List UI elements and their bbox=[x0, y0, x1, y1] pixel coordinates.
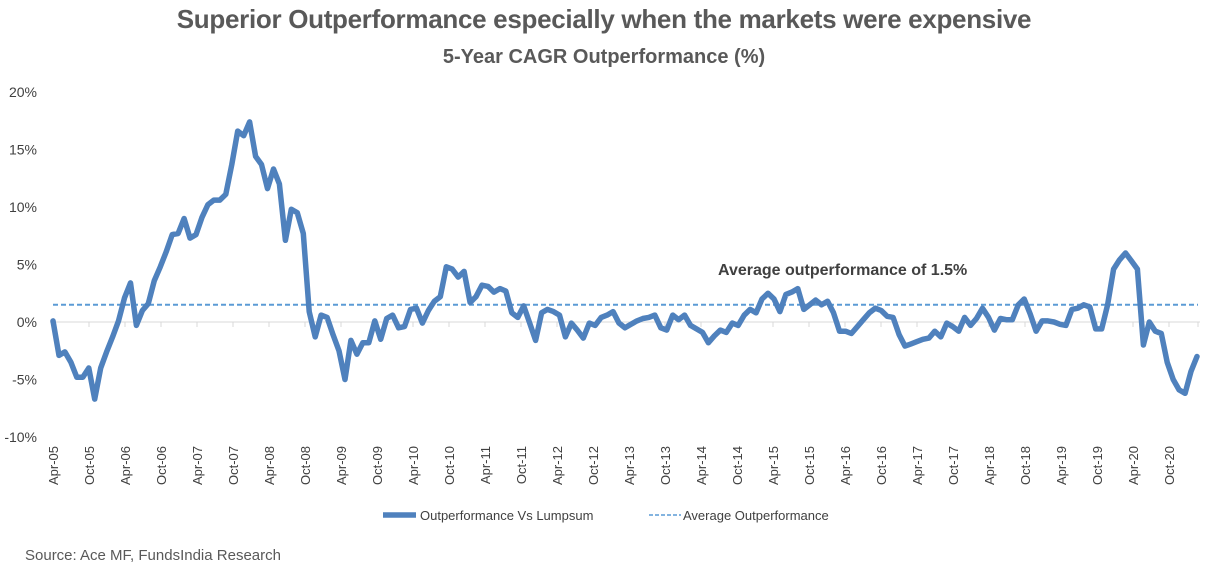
x-tick-label: Apr-15 bbox=[766, 446, 781, 485]
x-tick-label: Oct-05 bbox=[82, 446, 97, 485]
y-axis: 20% 15% 10% 5% 0% -5% -10% bbox=[4, 84, 37, 445]
x-tick-label: Apr-16 bbox=[838, 446, 853, 485]
x-tick-label: Apr-13 bbox=[622, 446, 637, 485]
x-tick-label: Oct-11 bbox=[514, 446, 529, 484]
x-tick-label: Apr-08 bbox=[262, 446, 277, 485]
x-tick-label: Apr-06 bbox=[118, 446, 133, 485]
x-tick-label: Apr-12 bbox=[550, 446, 565, 485]
source-note: Source: Ace MF, FundsIndia Research bbox=[25, 547, 281, 564]
legend-label-average: Average Outperformance bbox=[683, 508, 829, 523]
x-tick-label: Oct-16 bbox=[874, 446, 889, 485]
y-tick-label: -10% bbox=[4, 429, 37, 445]
legend-label-outperformance: Outperformance Vs Lumpsum bbox=[420, 508, 593, 523]
chart-subtitle: 5-Year CAGR Outperformance (%) bbox=[442, 46, 766, 68]
x-tick-label: Oct-17 bbox=[946, 446, 961, 485]
x-tick-label: Apr-07 bbox=[190, 446, 205, 485]
x-tick-label: Oct-07 bbox=[226, 446, 241, 485]
average-annotation: Average outperformance of 1.5% bbox=[718, 262, 967, 279]
x-axis: Apr-05 Oct-05 Apr-06 Oct-06 Apr-07 Oct-07 Apr-… bbox=[46, 322, 1199, 485]
y-tick-label: 0% bbox=[17, 314, 37, 330]
x-tick-label: Apr-10 bbox=[406, 446, 421, 485]
x-tick-label: Apr-20 bbox=[1126, 446, 1141, 485]
outperformance-series-line bbox=[50, 119, 1200, 402]
legend: Outperformance Vs Lumpsum Average Outper… bbox=[383, 508, 829, 523]
y-tick-label: 15% bbox=[9, 142, 37, 158]
x-tick-label: Oct-12 bbox=[586, 446, 601, 485]
x-tick-label: Oct-18 bbox=[1018, 446, 1033, 485]
x-tick-label: Oct-15 bbox=[802, 446, 817, 485]
x-tick-label: Apr-14 bbox=[694, 446, 709, 485]
x-tick-label: Apr-19 bbox=[1054, 446, 1069, 485]
x-tick-label: Oct-08 bbox=[298, 446, 313, 485]
x-tick-label: Oct-09 bbox=[370, 446, 385, 485]
x-tick-label: Oct-10 bbox=[442, 446, 457, 485]
x-tick-label: Apr-11 bbox=[478, 446, 493, 484]
x-tick-label: Oct-13 bbox=[658, 446, 673, 485]
y-tick-label: 20% bbox=[9, 84, 37, 100]
outperformance-series-points bbox=[51, 120, 1199, 401]
y-tick-label: -5% bbox=[12, 372, 37, 388]
x-tick-label: Apr-09 bbox=[334, 446, 349, 485]
chart-title: Superior Outperformance especially when … bbox=[176, 4, 1032, 34]
x-tick-label: Apr-18 bbox=[982, 446, 997, 485]
y-tick-label: 5% bbox=[17, 257, 37, 273]
x-tick-label: Oct-06 bbox=[154, 446, 169, 485]
x-tick-label: Apr-17 bbox=[910, 446, 925, 485]
x-tick-label: Oct-19 bbox=[1090, 446, 1105, 485]
x-tick-label: Apr-05 bbox=[46, 446, 61, 485]
x-tick-label: Oct-20 bbox=[1162, 446, 1177, 485]
y-tick-label: 10% bbox=[9, 199, 37, 215]
x-tick-label: Oct-14 bbox=[730, 446, 745, 485]
